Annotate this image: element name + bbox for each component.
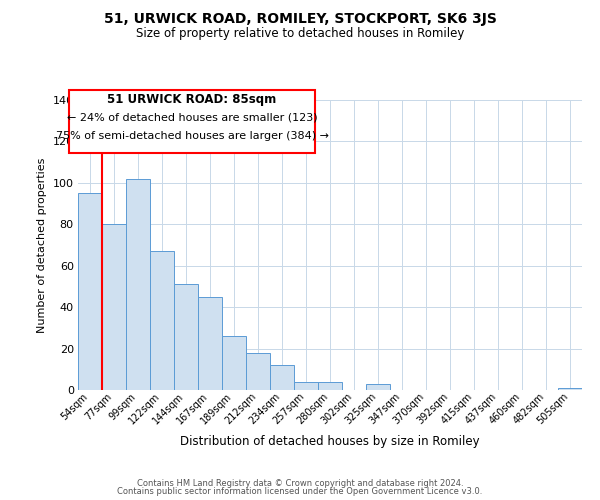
Text: 51 URWICK ROAD: 85sqm: 51 URWICK ROAD: 85sqm: [107, 94, 277, 106]
Bar: [246, 352, 270, 390]
Bar: [150, 251, 174, 390]
Bar: [222, 336, 246, 390]
Text: Contains public sector information licensed under the Open Government Licence v3: Contains public sector information licen…: [118, 487, 482, 496]
Bar: [294, 382, 318, 390]
Bar: [78, 193, 102, 390]
Text: 75% of semi-detached houses are larger (384) →: 75% of semi-detached houses are larger (…: [56, 131, 329, 141]
Y-axis label: Number of detached properties: Number of detached properties: [37, 158, 47, 332]
Text: Contains HM Land Registry data © Crown copyright and database right 2024.: Contains HM Land Registry data © Crown c…: [137, 478, 463, 488]
Bar: [126, 178, 150, 390]
X-axis label: Distribution of detached houses by size in Romiley: Distribution of detached houses by size …: [180, 434, 480, 448]
Bar: [318, 382, 342, 390]
Bar: [102, 224, 126, 390]
Text: 51, URWICK ROAD, ROMILEY, STOCKPORT, SK6 3JS: 51, URWICK ROAD, ROMILEY, STOCKPORT, SK6…: [104, 12, 496, 26]
Bar: [198, 297, 222, 390]
Bar: [174, 284, 198, 390]
Bar: [558, 388, 582, 390]
Bar: [270, 365, 294, 390]
Bar: [366, 384, 390, 390]
Text: Size of property relative to detached houses in Romiley: Size of property relative to detached ho…: [136, 28, 464, 40]
Text: ← 24% of detached houses are smaller (123): ← 24% of detached houses are smaller (12…: [67, 112, 317, 122]
